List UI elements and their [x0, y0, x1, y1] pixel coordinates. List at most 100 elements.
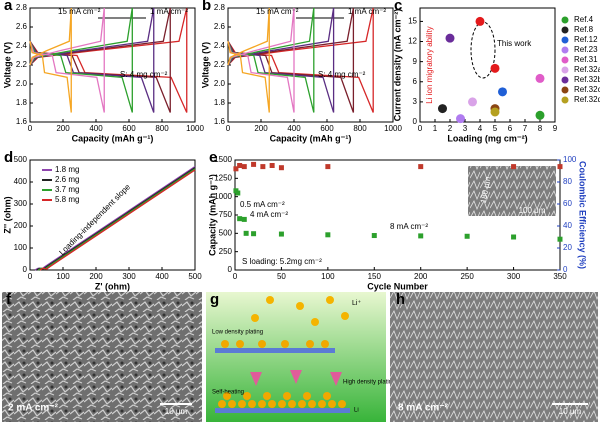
y-tick-label: 2.2 [214, 60, 226, 69]
legend-label: Ref.12 [574, 35, 598, 44]
curve [29, 7, 171, 113]
sem-image [2, 292, 202, 422]
y-axis-label: Capacity (mAh g⁻¹) [207, 174, 217, 256]
legend-label: 5.8 mg [55, 195, 79, 204]
x-axis-label: Cycle Number [367, 281, 428, 291]
ion-label: Li⁺ [352, 300, 361, 307]
x-tick-label: 3 [463, 124, 468, 133]
legend-swatch [561, 16, 569, 24]
curve [29, 7, 105, 113]
panel-letter: e [209, 149, 217, 166]
curve [227, 7, 295, 113]
annotation: 1 mA cm⁻² [348, 7, 386, 16]
panel-letter: f [6, 291, 12, 308]
annotation: 15 mA cm⁻² [256, 7, 299, 16]
low-label: Low density plating [212, 330, 263, 336]
legend-label: 1.8 mg [55, 165, 79, 174]
point [498, 87, 507, 97]
schematic [206, 292, 386, 422]
x-tick-label: 1 [433, 124, 438, 133]
x-tick-label: 8 [538, 124, 543, 133]
x-tick-label: 400 [155, 272, 169, 281]
y-tick-label: 100 [14, 243, 28, 252]
point [468, 97, 477, 107]
x-tick-label: 200 [56, 124, 70, 133]
y-tick-label: 6 [413, 77, 418, 86]
scale-label: 10 μm [165, 407, 188, 416]
point [241, 164, 247, 170]
y-axis-label: Voltage (V) [2, 42, 12, 88]
y-tick-label: 1.6 [16, 117, 28, 126]
y-axis-label: Voltage (V) [200, 42, 210, 88]
point [438, 104, 447, 114]
dense-li [218, 392, 346, 408]
x-tick-label: 2 [448, 124, 453, 133]
x-axis-label: Capacity (mAh g⁻¹) [72, 133, 154, 143]
inset-image [468, 166, 556, 216]
y2-tick-label: 100 [563, 155, 577, 164]
curve [36, 167, 196, 271]
x-tick-label: 200 [414, 272, 428, 281]
panel-letter: h [396, 291, 405, 308]
x-tick-label: 800 [155, 124, 169, 133]
legend-label: Ref.32c [574, 85, 600, 94]
point [557, 236, 563, 242]
x-tick-label: 150 [368, 272, 382, 281]
legend-swatch [561, 46, 569, 54]
x-tick-label: 0 [233, 272, 238, 281]
panel-letter: g [210, 291, 219, 308]
x-tick-label: 350 [553, 272, 567, 281]
x-tick-label: 100 [56, 272, 70, 281]
legend-swatch [561, 26, 569, 34]
legend-label: 2.6 mg [55, 175, 79, 184]
plot-frame [419, 7, 556, 123]
y-tick-label: 2.6 [16, 22, 28, 31]
y2-tick-label: 80 [563, 177, 572, 186]
point [511, 234, 517, 240]
point [251, 231, 257, 237]
x-tick-label: 400 [287, 124, 301, 133]
y-tick-label: 12 [408, 37, 417, 46]
x-tick-label: 600 [122, 124, 136, 133]
y-tick-label: 500 [14, 155, 28, 164]
y-tick-label: 9 [413, 57, 418, 66]
point [464, 233, 470, 239]
annotation: 100 μm [519, 206, 546, 215]
x-tick-label: 800 [353, 124, 367, 133]
y2-axis-label: Coulombic Efficiency (%) [578, 161, 588, 269]
x-tick-label: 300 [507, 272, 521, 281]
y-tick-label: 200 [14, 221, 28, 230]
point [325, 232, 331, 238]
panel-letter: b [202, 0, 211, 14]
y-tick-label: 1.6 [214, 117, 226, 126]
curve [29, 7, 133, 113]
heat-label: Self-heating [212, 390, 244, 396]
x-tick-label: 0 [28, 272, 33, 281]
y2-tick-label: 20 [563, 243, 572, 252]
annotation: S: 4 mg cm⁻² [318, 70, 366, 79]
y-tick-label: 2.4 [214, 41, 226, 50]
y-axis-label: Current density (mA cm⁻²) [392, 9, 402, 121]
y-tick-label: 2.4 [16, 41, 28, 50]
li-ions [251, 296, 349, 326]
point [418, 233, 424, 239]
x-axis-label: Capacity (mAh g⁻¹) [270, 133, 352, 143]
point [278, 231, 284, 237]
y-tick-label: 300 [14, 199, 28, 208]
point [243, 230, 249, 236]
y-tick-label: 1000 [214, 192, 232, 201]
plot-frame [227, 7, 394, 123]
annotation: 15 mA cm⁻² [58, 7, 101, 16]
annotation: This work [497, 39, 532, 48]
point [511, 164, 517, 170]
y-tick-label: 400 [14, 177, 28, 186]
legend-swatch [561, 36, 569, 44]
legend-label: Ref.8 [574, 25, 594, 34]
point [535, 73, 545, 83]
annotation: 1 mA cm⁻² [150, 7, 188, 16]
legend-swatch [561, 56, 569, 64]
x-tick-label: 600 [320, 124, 334, 133]
y-tick-label: 1500 [214, 155, 232, 164]
x-tick-label: 50 [277, 272, 286, 281]
